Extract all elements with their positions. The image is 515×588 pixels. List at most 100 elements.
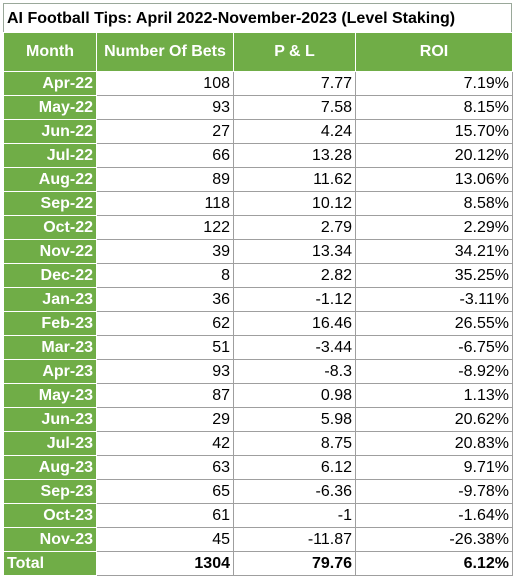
month-cell: Oct-23 <box>3 503 97 528</box>
pl-cell: 2.82 <box>233 263 356 288</box>
month-cell: Jun-22 <box>3 119 97 144</box>
bets-cell: 39 <box>96 239 234 264</box>
roi-cell: 20.62% <box>355 407 513 432</box>
roi-cell: 20.12% <box>355 143 513 168</box>
bets-cell: 87 <box>96 383 234 408</box>
pl-cell: 7.77 <box>233 71 356 96</box>
pl-cell: 6.12 <box>233 455 356 480</box>
month-cell: Feb-23 <box>3 311 97 336</box>
bets-cell: 66 <box>96 143 234 168</box>
bets-cell: 89 <box>96 167 234 192</box>
pl-cell: 5.98 <box>233 407 356 432</box>
table-row: Feb-23 62 16.46 26.55% <box>3 311 513 336</box>
table-row: Jun-23 29 5.98 20.62% <box>3 407 513 432</box>
month-cell: Dec-22 <box>3 263 97 288</box>
month-cell: May-22 <box>3 95 97 120</box>
roi-cell: -1.64% <box>355 503 513 528</box>
total-pl-cell: 79.76 <box>233 551 356 576</box>
month-cell: Nov-22 <box>3 239 97 264</box>
pl-cell: 0.98 <box>233 383 356 408</box>
table-row: Sep-23 65 -6.36 -9.78% <box>3 479 513 504</box>
bets-cell: 29 <box>96 407 234 432</box>
table-row: Nov-23 45 -11.87 -26.38% <box>3 527 513 552</box>
roi-cell: 35.25% <box>355 263 513 288</box>
roi-cell: -8.92% <box>355 359 513 384</box>
table-row: Apr-23 93 -8.3 -8.92% <box>3 359 513 384</box>
month-cell: May-23 <box>3 383 97 408</box>
roi-cell: -26.38% <box>355 527 513 552</box>
pl-cell: -1 <box>233 503 356 528</box>
header-month: Month <box>3 32 97 72</box>
bets-cell: 63 <box>96 455 234 480</box>
table-row: Dec-22 8 2.82 35.25% <box>3 263 513 288</box>
pl-cell: 13.28 <box>233 143 356 168</box>
roi-cell: 7.19% <box>355 71 513 96</box>
roi-cell: -6.75% <box>355 335 513 360</box>
bets-cell: 61 <box>96 503 234 528</box>
month-cell: Apr-23 <box>3 359 97 384</box>
roi-cell: 15.70% <box>355 119 513 144</box>
month-cell: Aug-22 <box>3 167 97 192</box>
table-row: Oct-23 61 -1 -1.64% <box>3 503 513 528</box>
roi-cell: 34.21% <box>355 239 513 264</box>
table-body: Apr-22 108 7.77 7.19% May-22 93 7.58 8.15% Jun-2… <box>3 71 513 576</box>
bets-cell: 65 <box>96 479 234 504</box>
table-row: Jun-22 27 4.24 15.70% <box>3 119 513 144</box>
month-cell: Mar-23 <box>3 335 97 360</box>
total-month-cell: Total <box>3 551 97 576</box>
header-number-of-bets: Number Of Bets <box>96 32 234 72</box>
table-row: Jul-22 66 13.28 20.12% <box>3 143 513 168</box>
header-p-and-l: P & L <box>233 32 356 72</box>
month-cell: Aug-23 <box>3 455 97 480</box>
month-cell: Oct-22 <box>3 215 97 240</box>
pl-cell: -8.3 <box>233 359 356 384</box>
roi-cell: -3.11% <box>355 287 513 312</box>
pl-cell: 4.24 <box>233 119 356 144</box>
bets-cell: 8 <box>96 263 234 288</box>
header-roi: ROI <box>355 32 513 72</box>
bets-cell: 27 <box>96 119 234 144</box>
roi-cell: 26.55% <box>355 311 513 336</box>
month-cell: Jul-22 <box>3 143 97 168</box>
bets-cell: 42 <box>96 431 234 456</box>
table-title: AI Football Tips: April 2022-November-20… <box>3 3 512 32</box>
bets-cell: 45 <box>96 527 234 552</box>
table-row: Oct-22 122 2.79 2.29% <box>3 215 513 240</box>
roi-cell: 13.06% <box>355 167 513 192</box>
table-row: Aug-23 63 6.12 9.71% <box>3 455 513 480</box>
table-row: Sep-22 118 10.12 8.58% <box>3 191 513 216</box>
bets-cell: 108 <box>96 71 234 96</box>
roi-cell: 1.13% <box>355 383 513 408</box>
roi-cell: 20.83% <box>355 431 513 456</box>
total-bets-cell: 1304 <box>96 551 234 576</box>
staking-table-container: AI Football Tips: April 2022-November-20… <box>3 3 513 576</box>
month-cell: Jul-23 <box>3 431 97 456</box>
pl-cell: 13.34 <box>233 239 356 264</box>
bets-cell: 36 <box>96 287 234 312</box>
table-row: Aug-22 89 11.62 13.06% <box>3 167 513 192</box>
bets-cell: 118 <box>96 191 234 216</box>
table-row: May-22 93 7.58 8.15% <box>3 95 513 120</box>
pl-cell: -3.44 <box>233 335 356 360</box>
month-cell: Sep-23 <box>3 479 97 504</box>
month-cell: Sep-22 <box>3 191 97 216</box>
total-roi-cell: 6.12% <box>355 551 513 576</box>
bets-cell: 93 <box>96 359 234 384</box>
table-row: Jul-23 42 8.75 20.83% <box>3 431 513 456</box>
month-cell: Jun-23 <box>3 407 97 432</box>
roi-cell: 8.15% <box>355 95 513 120</box>
roi-cell: -9.78% <box>355 479 513 504</box>
pl-cell: -6.36 <box>233 479 356 504</box>
pl-cell: 11.62 <box>233 167 356 192</box>
pl-cell: 8.75 <box>233 431 356 456</box>
pl-cell: 2.79 <box>233 215 356 240</box>
table-row: Nov-22 39 13.34 34.21% <box>3 239 513 264</box>
table-row: Apr-22 108 7.77 7.19% <box>3 71 513 96</box>
results-table: Month Number Of Bets P & L ROI Apr-22 108… <box>3 32 513 576</box>
bets-cell: 93 <box>96 95 234 120</box>
roi-cell: 8.58% <box>355 191 513 216</box>
header-row: Month Number Of Bets P & L ROI <box>3 32 513 72</box>
roi-cell: 9.71% <box>355 455 513 480</box>
table-row: May-23 87 0.98 1.13% <box>3 383 513 408</box>
pl-cell: 10.12 <box>233 191 356 216</box>
